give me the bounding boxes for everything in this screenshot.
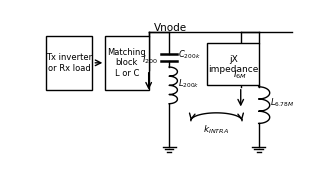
Text: $L_{200k}$: $L_{200k}$: [178, 78, 200, 90]
FancyBboxPatch shape: [105, 36, 149, 90]
Text: $I_{6M}$: $I_{6M}$: [233, 69, 247, 81]
FancyBboxPatch shape: [46, 36, 92, 90]
Text: jX
impedance: jX impedance: [208, 55, 258, 74]
Text: Vnode: Vnode: [154, 23, 187, 33]
Text: Matching
block
L or C: Matching block L or C: [108, 48, 146, 78]
Text: $C_{200k}$: $C_{200k}$: [178, 48, 201, 61]
Text: $L_{6.78M}$: $L_{6.78M}$: [270, 96, 294, 109]
Text: $k_{INTRA}$: $k_{INTRA}$: [204, 123, 229, 136]
Text: $I_{200}$: $I_{200}$: [142, 53, 158, 66]
FancyBboxPatch shape: [208, 43, 259, 85]
Text: Tx inverter
or Rx load: Tx inverter or Rx load: [46, 53, 92, 72]
